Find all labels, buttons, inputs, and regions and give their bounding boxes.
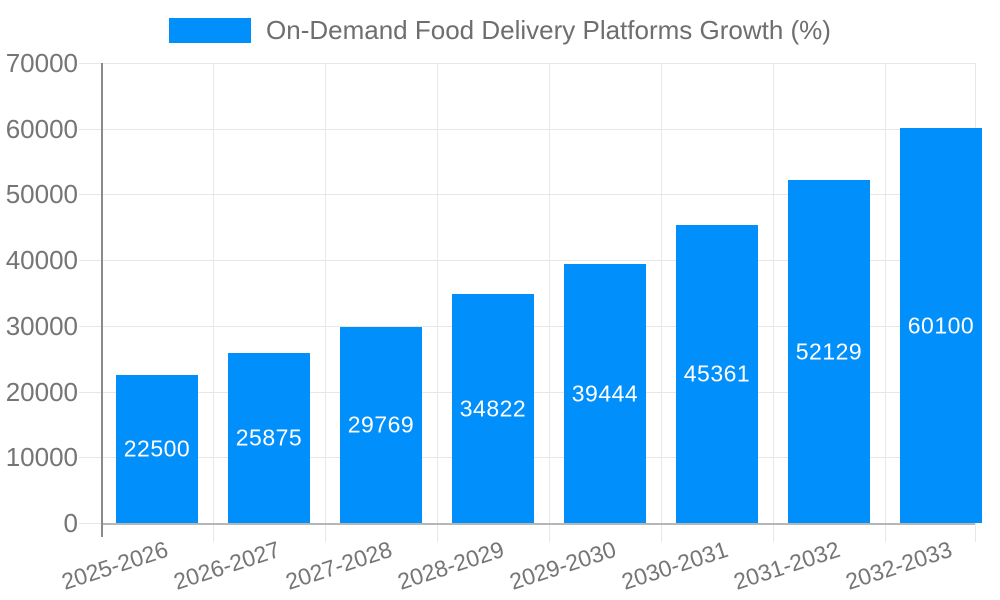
y-tick-label: 40000: [5, 245, 78, 276]
bar-value-label: 22500: [123, 435, 191, 462]
y-gridline: [101, 325, 975, 327]
y-gridline: [101, 260, 975, 262]
legend-label: On-Demand Food Delivery Platforms Growth…: [266, 15, 831, 45]
y-gridline: [101, 457, 975, 459]
y-tick: [79, 63, 101, 64]
x-axis-label: 2031-2032: [730, 536, 844, 595]
x-gridline: [773, 63, 774, 542]
bar-value-label: 29769: [347, 411, 415, 438]
bar-2027-2028[interactable]: 29769: [340, 327, 422, 523]
bar-2026-2027[interactable]: 25875: [228, 353, 310, 523]
bar-2028-2029[interactable]: 34822: [452, 294, 534, 523]
x-axis-label: 2027-2028: [282, 536, 396, 595]
y-tick: [79, 523, 101, 524]
y-tick-label: 70000: [5, 48, 78, 78]
x-axis-label: 2025-2026: [58, 536, 172, 595]
y-tick-label: 0: [63, 508, 78, 538]
bar-2029-2030[interactable]: 39444: [564, 264, 646, 523]
bar-2030-2031[interactable]: 45361: [676, 225, 758, 523]
y-tick-label: 60000: [5, 113, 78, 144]
y-tick-label: 10000: [5, 442, 78, 473]
y-tick: [79, 457, 101, 459]
legend-marker: [169, 17, 252, 43]
y-axis-line: [101, 63, 103, 537]
x-axis-label: 2026-2027: [170, 536, 284, 595]
bar-value-label: 45361: [683, 360, 751, 387]
y-gridline: [101, 63, 975, 64]
y-tick: [79, 260, 101, 262]
y-gridline: [101, 194, 975, 196]
y-tick: [79, 391, 101, 393]
x-gridline: [661, 63, 662, 542]
bar-value-label: 52129: [795, 338, 863, 364]
bar-2031-2032[interactable]: 52129: [788, 180, 870, 523]
bar-2032-2033[interactable]: 60100: [900, 128, 982, 523]
x-axis-label: 2032-2033: [842, 536, 956, 595]
x-axis-label: 2028-2029: [394, 536, 508, 595]
bar-2025-2026[interactable]: 22500: [116, 375, 198, 523]
x-gridline: [437, 63, 438, 542]
bar-value-label: 34822: [459, 395, 527, 421]
y-gridline: [101, 391, 975, 393]
x-gridline: [213, 63, 214, 542]
x-gridline: [549, 63, 550, 542]
x-axis-label: 2030-2031: [618, 536, 732, 595]
y-tick: [79, 128, 101, 130]
x-gridline: [325, 63, 326, 542]
bar-value-label: 60100: [907, 312, 975, 338]
y-tick-label: 30000: [5, 310, 78, 341]
bar-value-label: 25875: [235, 424, 303, 451]
x-axis-line: [101, 523, 975, 525]
y-gridline: [101, 128, 975, 130]
y-tick-label: 20000: [5, 376, 78, 407]
x-gridline: [885, 63, 886, 542]
y-tick: [79, 325, 101, 327]
y-tick: [79, 194, 101, 196]
legend[interactable]: On-Demand Food Delivery Platforms Growth…: [0, 12, 1000, 48]
y-tick-label: 50000: [5, 179, 78, 210]
bar-value-label: 39444: [571, 380, 639, 406]
x-axis-label: 2029-2030: [506, 536, 620, 595]
